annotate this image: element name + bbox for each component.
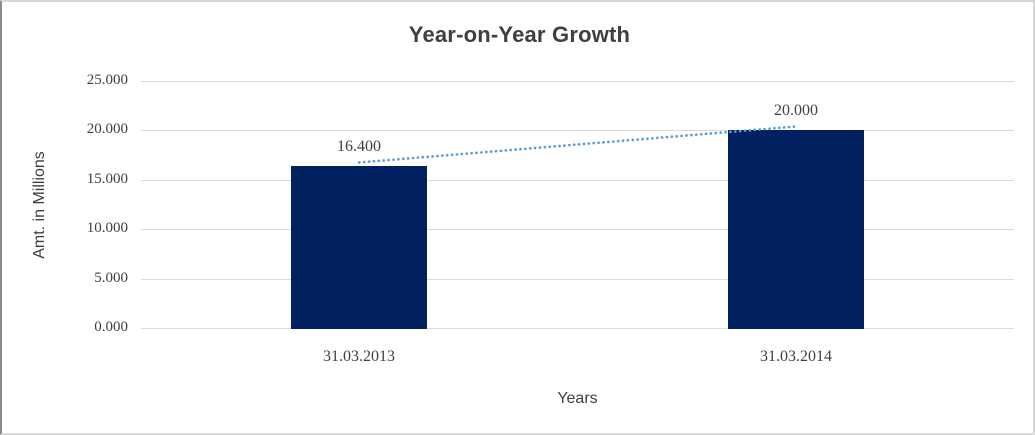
gridline <box>141 279 1014 280</box>
y-tick-label: 15.000 <box>86 171 128 187</box>
x-tick-label: 31.03.2013 <box>323 348 395 365</box>
data-label: 16.400 <box>337 138 381 155</box>
y-tick-label: 5.000 <box>94 270 128 286</box>
gridline <box>141 180 1014 181</box>
y-tick-label: 10.000 <box>86 220 128 236</box>
gridline <box>141 328 1014 329</box>
x-axis-title: Years <box>557 390 598 407</box>
y-tick-label: 0.000 <box>94 319 128 335</box>
gridline <box>141 130 1014 131</box>
bar-31.03.2014 <box>728 130 864 329</box>
gridline <box>141 229 1014 230</box>
data-label: 20.000 <box>774 102 818 119</box>
bar-31.03.2013 <box>291 166 427 329</box>
chart-title: Year-on-Year Growth <box>408 22 631 47</box>
gridline <box>141 81 1014 82</box>
x-tick-label: 31.03.2014 <box>760 348 832 365</box>
y-tick-label: 25.000 <box>86 72 128 88</box>
y-axis-title: Amt. in Millions <box>31 151 48 259</box>
y-tick-label: 20.000 <box>86 121 128 137</box>
